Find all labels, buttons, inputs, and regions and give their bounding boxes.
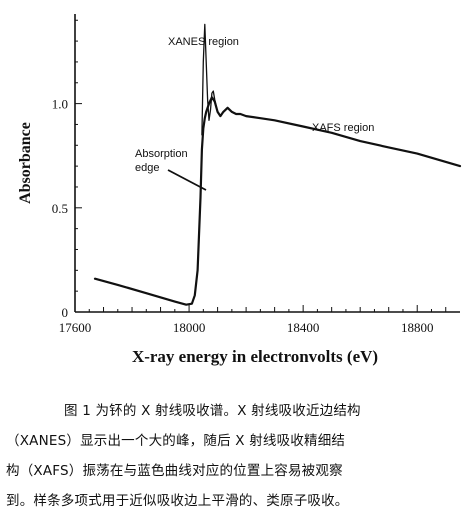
x-tick-label: 18400	[287, 320, 320, 335]
x-tick-label: 17600	[59, 320, 92, 335]
y-axis-label: Absorbance	[17, 122, 34, 204]
x-tick-label: 18000	[173, 320, 206, 335]
y-tick-label: 1.0	[52, 97, 68, 112]
series-line	[93, 96, 462, 306]
x-tick-label: 18800	[401, 320, 434, 335]
y-tick-label: 0.5	[52, 201, 68, 216]
annotation-edge: edge	[135, 162, 159, 174]
x-axis-label: X-ray energy in electronvolts (eV)	[132, 347, 378, 366]
plot-area	[74, 14, 460, 313]
caption-line: 构（XAFS）振荡在与蓝色曲线对应的位置上容易被观察	[6, 463, 343, 479]
ticks-layer: 17600 18000 18400 18800 0 0.5 1.0	[52, 19, 447, 335]
caption-line: （XANES）显示出一个大的峰，随后 X 射线吸收精细结	[6, 433, 346, 449]
absorption-chart: 17600 18000 18400 18800 0 0.5 1.0 X-ray energy…	[17, 14, 462, 366]
y-tick-label: 0	[62, 305, 69, 320]
caption-line: 图 1 为钚的 X 射线吸收谱。X 射线吸收近边结构	[64, 403, 361, 419]
annotation-xafs: XAFS region	[312, 122, 374, 134]
annotation-absorption: Absorption	[135, 148, 188, 160]
annotation-xanes: XANES region	[168, 36, 239, 48]
figure-caption: 图 1 为钚的 X 射线吸收谱。X 射线吸收近边结构 （XANES）显示出一个大…	[6, 396, 468, 516]
series-layer	[93, 23, 462, 306]
caption-line: 到。样条多项式用于近似吸收边上平滑的、类原子吸收。	[6, 493, 349, 509]
edge-pointer-line	[167, 169, 207, 191]
series-line	[201, 23, 219, 136]
labels-layer: X-ray energy in electronvolts (eV) Absorb…	[17, 36, 378, 366]
